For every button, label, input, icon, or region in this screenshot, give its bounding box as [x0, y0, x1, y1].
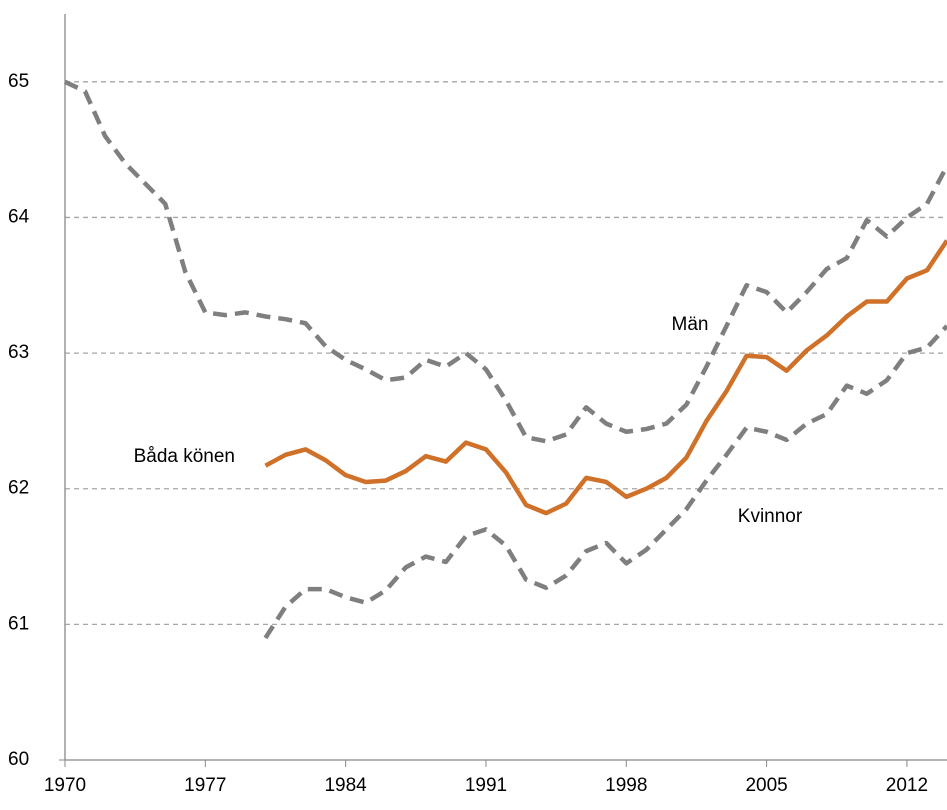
y-tick-label: 63: [8, 342, 29, 363]
series-line: [264, 239, 947, 516]
y-tick-label: 61: [8, 613, 29, 634]
y-tick-label: 62: [8, 478, 29, 499]
y-tick-label: 64: [8, 206, 30, 227]
x-tick-label: 1998: [605, 775, 647, 796]
series-line: [263, 324, 947, 640]
x-tick-label: 1991: [465, 775, 507, 796]
y-tick-label: 65: [8, 71, 29, 92]
x-tick-label: 2012: [886, 775, 928, 796]
x-tick-label: 1984: [324, 775, 367, 796]
series-line: [64, 79, 947, 444]
x-tick-label: 1977: [184, 775, 226, 796]
series-label: Kvinnor: [738, 506, 803, 527]
x-tick-label: 2005: [745, 775, 787, 796]
x-tick-label: 1970: [44, 775, 86, 796]
series-label: Män: [672, 314, 709, 335]
y-tick-label: 60: [8, 749, 29, 770]
series-label: Båda könen: [134, 446, 235, 467]
